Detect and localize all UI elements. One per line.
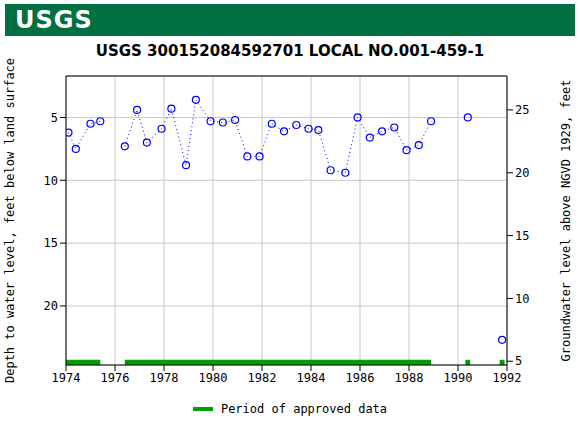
svg-text:Depth to water level, feet bel: Depth to water level, feet below land su…	[8, 58, 17, 383]
svg-text:1990: 1990	[444, 371, 473, 385]
svg-text:10: 10	[44, 174, 58, 188]
svg-text:15: 15	[515, 229, 529, 243]
svg-text:1978: 1978	[150, 371, 179, 385]
svg-text:25: 25	[515, 103, 529, 117]
svg-text:10: 10	[515, 292, 529, 306]
svg-text:5: 5	[515, 354, 522, 368]
svg-text:1988: 1988	[395, 371, 424, 385]
html-text:USGS 300152084592701 LOCAL NO.: USGS 300152084592701 LOCAL NO.001-459-1	[95, 42, 485, 60]
svg-text:20: 20	[515, 166, 529, 180]
svg-text:1974: 1974	[52, 371, 81, 385]
svg-text:1986: 1986	[346, 371, 375, 385]
svg-text:1992: 1992	[493, 371, 522, 385]
svg-text:1982: 1982	[248, 371, 277, 385]
html-text:Period of approved data: Period of approved data	[220, 402, 388, 416]
svg-text:1976: 1976	[101, 371, 130, 385]
svg-text:Groundwater level above NGVD 1: Groundwater level above NGVD 1929, feet	[559, 80, 572, 362]
html-text:USGS: USGS	[15, 6, 93, 34]
svg-text:1984: 1984	[297, 371, 326, 385]
svg-text:15: 15	[44, 236, 58, 250]
svg-text:5: 5	[51, 111, 58, 125]
svg-text:20: 20	[44, 299, 58, 313]
svg-text:1980: 1980	[199, 371, 228, 385]
